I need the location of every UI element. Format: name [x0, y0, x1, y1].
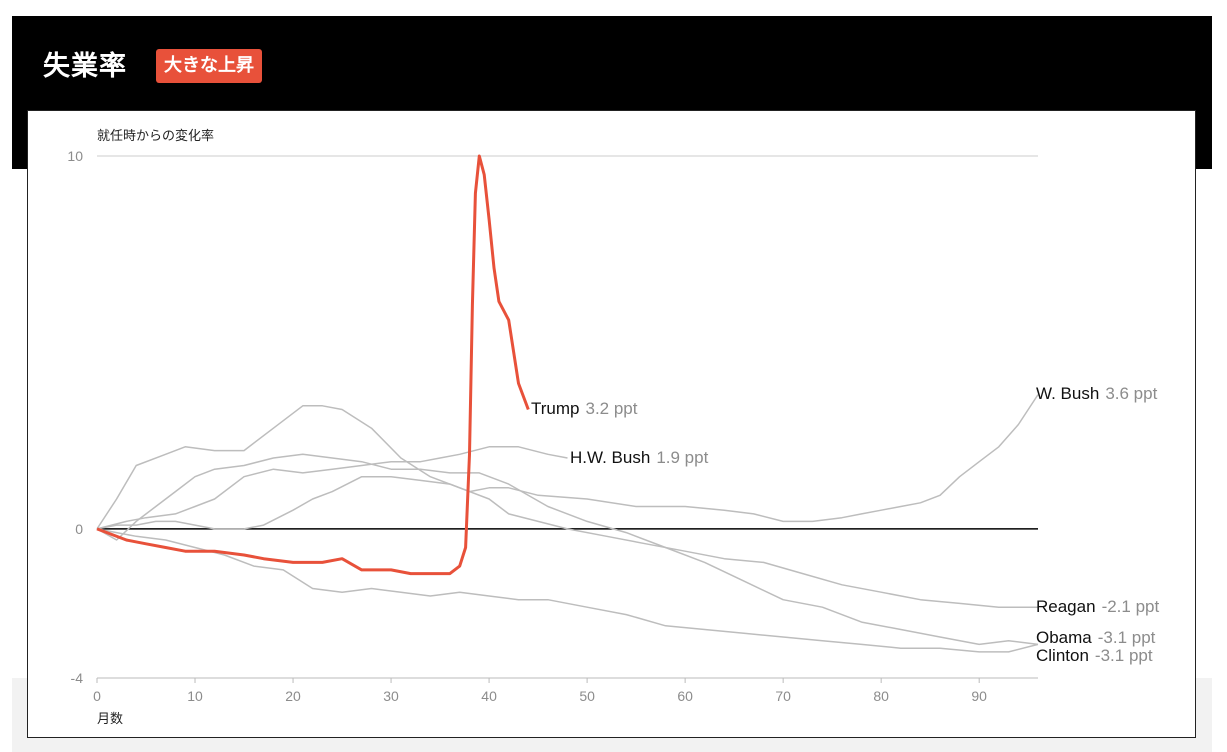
series-line-reagan [96, 405, 1038, 608]
y-tick-label: -4 [71, 670, 84, 686]
series-name: Clinton [1036, 646, 1089, 665]
series-line-obama [96, 453, 1039, 646]
series-label-w-bush: W. Bush 3.6 ppt [1036, 384, 1158, 403]
series-line-h-w-bush [96, 446, 568, 530]
y-axis-label: 就任時からの変化率 [97, 128, 214, 144]
series-line-w-bush [96, 394, 1039, 530]
series-value: 1.9 ppt [656, 448, 708, 467]
x-tick-label: 40 [481, 688, 497, 704]
top-margin [0, 0, 1227, 16]
series-value: -3.1 ppt [1098, 628, 1156, 647]
x-tick-label: 50 [579, 688, 595, 704]
series-line-clinton [96, 528, 1039, 653]
series-label-reagan: Reagan -2.1 ppt [1036, 597, 1159, 616]
series-name: W. Bush [1036, 384, 1099, 403]
series-value: -2.1 ppt [1102, 597, 1160, 616]
x-tick-label: 70 [775, 688, 791, 704]
chart-panel [27, 110, 1196, 738]
x-tick-label: 90 [971, 688, 987, 704]
x-tick-label: 10 [187, 688, 203, 704]
x-tick-label: 0 [93, 688, 101, 704]
series-label-trump: Trump 3.2 ppt [531, 399, 638, 418]
y-tick-label: 0 [75, 521, 83, 537]
series-value: 3.6 ppt [1105, 384, 1157, 403]
x-tick-label: 20 [285, 688, 301, 704]
series-label-clinton: Clinton -3.1 ppt [1036, 646, 1153, 665]
series-name: H.W. Bush [570, 448, 650, 467]
x-tick-label: 60 [677, 688, 693, 704]
series-value: -3.1 ppt [1095, 646, 1153, 665]
y-tick-label: 10 [67, 148, 83, 164]
series-label-obama: Obama -3.1 ppt [1036, 628, 1156, 647]
x-axis-label: 月数 [97, 712, 123, 727]
page-title: 失業率 [43, 51, 127, 82]
series-line-trump [96, 154, 530, 576]
status-badge: 大きな上昇 [156, 49, 262, 83]
series-name: Obama [1036, 628, 1092, 647]
x-tick-label: 30 [383, 688, 399, 704]
series-name: Reagan [1036, 597, 1096, 616]
series-value: 3.2 ppt [586, 399, 638, 418]
series-label-h-w-bush: H.W. Bush 1.9 ppt [570, 448, 709, 467]
x-tick-label: 80 [873, 688, 889, 704]
series-name: Trump [531, 399, 580, 418]
